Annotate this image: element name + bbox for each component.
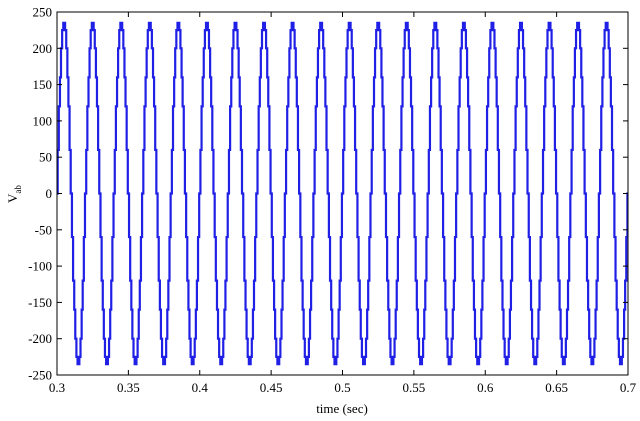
- y-tick-label: -200: [28, 331, 52, 346]
- x-tick-label: 0.65: [545, 380, 568, 395]
- x-tick-label: 0.4: [192, 380, 209, 395]
- x-tick-label: 0.55: [403, 380, 426, 395]
- x-axis-tick-labels: 0.3 0.35 0.4 0.45 0.5 0.55 0.6 0.65 0.7: [49, 380, 637, 395]
- y-tick-label: 0: [46, 186, 53, 201]
- y-tick-label: 50: [39, 150, 52, 165]
- x-axis-title: time (sec): [316, 401, 368, 416]
- y-tick-label: 250: [33, 5, 53, 20]
- series-line-vab: [57, 21, 628, 366]
- x-tick-label: 0.7: [620, 380, 637, 395]
- y-tick-label: -250: [28, 368, 52, 383]
- plot-area: [57, 21, 628, 366]
- y-tick-label: 200: [33, 41, 53, 56]
- y-axis-ticks: [57, 11, 628, 376]
- x-tick-label: 0.3: [49, 380, 65, 395]
- y-axis-title-subscript: ab: [13, 185, 23, 194]
- y-tick-label: 150: [33, 77, 53, 92]
- x-tick-label: 0.5: [334, 380, 350, 395]
- x-axis-ticks: [56, 12, 629, 375]
- y-axis-title-main: V: [5, 193, 20, 203]
- x-tick-label: 0.45: [260, 380, 283, 395]
- y-axis-tick-labels: 250 200 150 100 50 0 -50 -100 -150 -200 -250: [28, 5, 52, 383]
- y-tick-label: -150: [28, 295, 52, 310]
- x-tick-label: 0.6: [477, 380, 494, 395]
- y-tick-label: 100: [33, 113, 53, 128]
- x-tick-label: 0.35: [117, 380, 140, 395]
- y-axis-title: Vab: [5, 185, 23, 203]
- y-tick-label: -100: [28, 259, 52, 274]
- y-tick-label: -50: [35, 222, 52, 237]
